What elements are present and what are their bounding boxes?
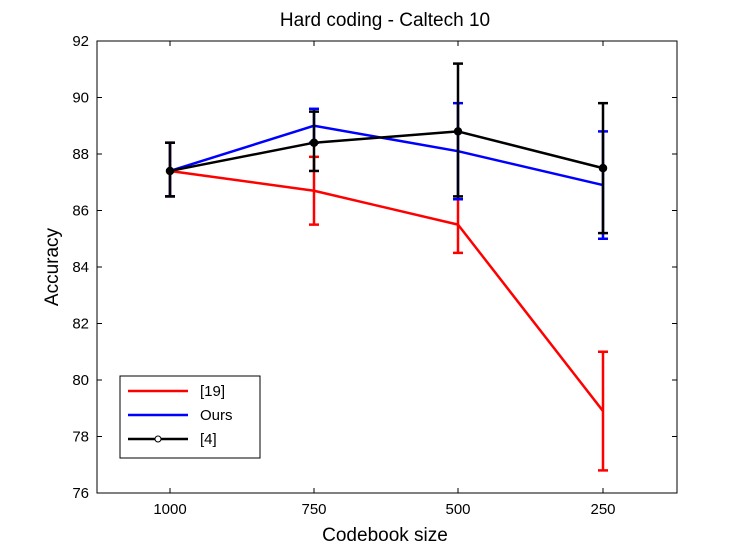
y-tick-label: 76	[72, 485, 89, 502]
legend-item: [4]	[128, 431, 217, 448]
y-tick-label: 86	[72, 203, 89, 220]
series-line	[169, 169, 604, 412]
legend-label: Ours	[200, 407, 233, 424]
legend-marker	[154, 435, 162, 443]
y-tick-label: 82	[72, 316, 89, 333]
series-line	[169, 124, 604, 187]
y-axis-label: Accuracy	[42, 227, 63, 306]
x-tick-label: 750	[301, 501, 326, 518]
legend: [19] Ours [4]	[119, 375, 261, 459]
y-axis: 76 78 80 82 84 86 88 90 92	[72, 33, 677, 502]
y-tick-label: 78	[72, 429, 89, 446]
x-tick-label: 500	[445, 501, 470, 518]
legend-label: [4]	[200, 431, 217, 448]
series-line	[169, 130, 604, 173]
error-bar	[598, 350, 608, 472]
y-tick-label: 84	[72, 259, 89, 276]
data-point	[309, 138, 319, 147]
series-layer	[165, 62, 608, 472]
y-tick-label: 90	[72, 90, 89, 107]
chart-title: Hard coding - Caltech 10	[280, 10, 490, 31]
legend-label: [19]	[200, 383, 225, 400]
y-tick-label: 88	[72, 146, 89, 163]
x-axis-label: Codebook size	[322, 525, 448, 546]
data-point	[453, 127, 463, 136]
legend-item: [19]	[128, 383, 225, 400]
series-3	[165, 62, 608, 235]
legend-item: Ours	[128, 407, 233, 424]
data-point	[165, 166, 175, 176]
legend-box	[119, 375, 261, 459]
data-point	[598, 163, 608, 173]
x-axis: 1000 750 500 250	[153, 41, 616, 518]
y-tick-label: 92	[72, 33, 89, 50]
y-tick-label: 80	[72, 372, 89, 389]
x-tick-label: 1000	[153, 501, 186, 518]
x-tick-label: 250	[590, 501, 615, 518]
